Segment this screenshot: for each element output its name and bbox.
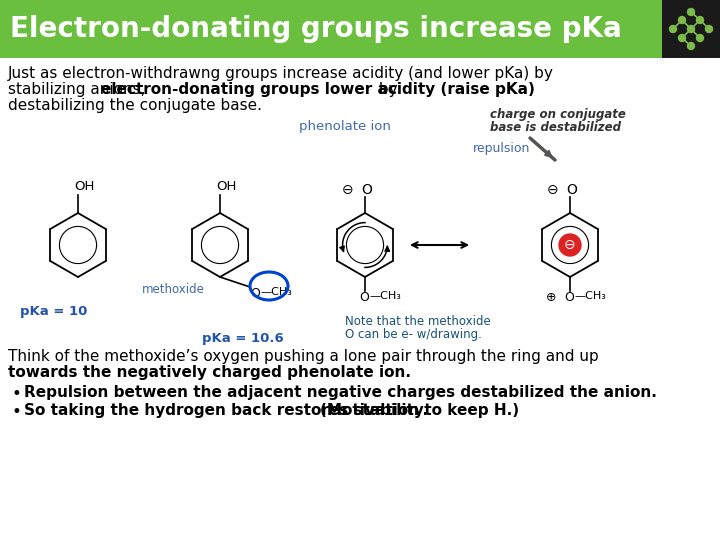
Circle shape	[559, 234, 581, 256]
Text: stabilizing anions,: stabilizing anions,	[8, 82, 150, 97]
Text: Electron-donating groups increase pKa: Electron-donating groups increase pKa	[10, 15, 622, 43]
Text: ⊖: ⊖	[564, 238, 576, 252]
Bar	[0, 0, 720, 58]
Circle shape	[688, 25, 695, 32]
Text: electron-donating groups lower acidity (raise pKa): electron-donating groups lower acidity (…	[101, 82, 535, 97]
Text: charge on conjugate: charge on conjugate	[490, 108, 626, 121]
Text: Note that the methoxide: Note that the methoxide	[345, 315, 491, 328]
Text: ⊕: ⊕	[546, 291, 556, 304]
Text: —CH₃: —CH₃	[260, 287, 292, 297]
Bar	[662, 0, 720, 58]
Text: Think of the methoxide’s oxygen pushing a lone pair through the ring and up: Think of the methoxide’s oxygen pushing …	[8, 349, 599, 364]
Text: O: O	[250, 287, 260, 300]
Text: towards the negatively charged phenolate ion.: towards the negatively charged phenolate…	[8, 365, 411, 380]
Text: ⊖: ⊖	[546, 183, 558, 197]
Circle shape	[696, 35, 703, 42]
Text: OH: OH	[216, 180, 236, 193]
Text: methoxide: methoxide	[142, 283, 205, 296]
Circle shape	[696, 17, 703, 24]
Text: destabilizing the conjugate base.: destabilizing the conjugate base.	[8, 98, 262, 113]
Text: •: •	[12, 385, 22, 403]
Text: O: O	[566, 183, 577, 197]
Text: So taking the hydrogen back restores stability.: So taking the hydrogen back restores sta…	[24, 403, 433, 418]
Circle shape	[678, 17, 685, 24]
Text: ⊖: ⊖	[341, 183, 353, 197]
Circle shape	[706, 25, 713, 32]
Text: OH: OH	[74, 180, 94, 193]
Circle shape	[688, 9, 695, 16]
Text: pKa = 10.6: pKa = 10.6	[202, 332, 284, 345]
Text: base is destabilized: base is destabilized	[490, 121, 621, 134]
Text: (Motivation to keep H.): (Motivation to keep H.)	[320, 403, 519, 418]
Text: Repulsion between the adjacent negative charges destabilized the anion.: Repulsion between the adjacent negative …	[24, 385, 657, 400]
Circle shape	[670, 25, 677, 32]
Text: —CH₃: —CH₃	[574, 291, 606, 301]
Text: Just as electron-withdrawng groups increase acidity (and lower pKa) by: Just as electron-withdrawng groups incre…	[8, 66, 554, 81]
Text: by: by	[374, 82, 397, 97]
Text: repulsion: repulsion	[472, 142, 530, 155]
Text: •: •	[12, 403, 22, 421]
Text: O: O	[359, 291, 369, 304]
Text: phenolate ion: phenolate ion	[299, 120, 391, 133]
Text: —CH₃: —CH₃	[369, 291, 401, 301]
Text: O can be e- w/drawing.: O can be e- w/drawing.	[345, 328, 482, 341]
Text: pKa = 10: pKa = 10	[20, 305, 87, 318]
Circle shape	[688, 43, 695, 50]
Text: O: O	[564, 291, 574, 304]
Text: O: O	[361, 183, 372, 197]
Circle shape	[678, 35, 685, 42]
